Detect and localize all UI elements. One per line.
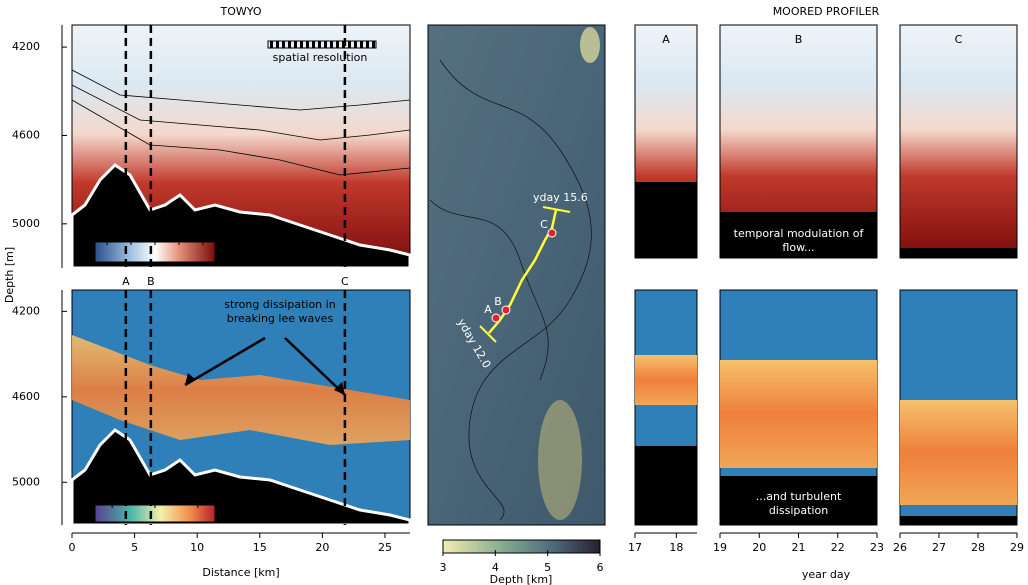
colorbar-label: Depth [km] bbox=[490, 573, 553, 585]
station-label: B bbox=[494, 295, 502, 308]
arrowhead bbox=[334, 382, 345, 395]
bathymetry bbox=[70, 428, 412, 527]
colorbar-tick-label: 0.4 bbox=[194, 225, 212, 238]
y-tick-label: 5000 bbox=[12, 217, 40, 230]
x-tick-label: 17 bbox=[628, 541, 642, 554]
section-label: C bbox=[341, 275, 349, 288]
section-label: B bbox=[147, 275, 155, 288]
y-tick-label: 4600 bbox=[12, 390, 40, 403]
x-tick-label: 22 bbox=[831, 541, 845, 554]
station-marker bbox=[491, 313, 501, 323]
arrow bbox=[284, 337, 346, 396]
dissipation-band bbox=[635, 355, 697, 405]
track-end bbox=[479, 325, 497, 343]
bottom bbox=[720, 212, 877, 258]
colorbar-tick-label: 6 bbox=[597, 561, 604, 574]
station-marker bbox=[501, 305, 511, 315]
colorbar-tick-label: -10 bbox=[103, 489, 121, 502]
bottom bbox=[720, 476, 877, 525]
isopycnal bbox=[71, 99, 411, 176]
panel-label: A bbox=[662, 33, 670, 46]
bottom bbox=[635, 182, 697, 258]
x-axis-label: Distance [km] bbox=[202, 566, 279, 579]
dissipation-band bbox=[900, 400, 1017, 505]
x-tick-label: 25 bbox=[378, 541, 392, 554]
arrowhead bbox=[185, 373, 196, 385]
colorbar-tick-label: -7.5 bbox=[144, 489, 165, 502]
colorbar-tick-label: 3 bbox=[440, 561, 447, 574]
x-tick-label: 23 bbox=[870, 541, 884, 554]
x-tick-label: 10 bbox=[190, 541, 204, 554]
terrain bbox=[580, 27, 600, 63]
station-label: C bbox=[540, 218, 548, 231]
colorbar-label: log₁₀ ε [W kg⁻¹] bbox=[220, 507, 305, 520]
colorbar-tick-label: 0 bbox=[152, 225, 159, 238]
panel-title: MOORED PROFILER bbox=[773, 5, 880, 18]
bottom bbox=[635, 446, 697, 525]
colorbar-tick-label: -0.2 bbox=[120, 225, 141, 238]
station-marker bbox=[547, 228, 557, 238]
dissipation-band bbox=[72, 335, 410, 445]
panel-label: B bbox=[795, 33, 803, 46]
x-tick-label: 20 bbox=[315, 541, 329, 554]
x-tick-label: 5 bbox=[131, 541, 138, 554]
x-tick-label: 29 bbox=[1010, 541, 1024, 554]
colorbar-tick-label: -0.4 bbox=[96, 225, 117, 238]
y-axis-label: Depth [m] bbox=[3, 247, 16, 303]
annotation: temporal modulation of flow... bbox=[733, 227, 864, 254]
resolution-bar bbox=[267, 40, 377, 49]
x-tick-label: 28 bbox=[971, 541, 985, 554]
annotation: ...and turbulent dissipation bbox=[755, 490, 842, 517]
colorbar-tick-label: -5 bbox=[192, 489, 203, 502]
colorbar bbox=[442, 539, 601, 554]
panel-title: TOWYO bbox=[219, 5, 261, 18]
colorbar-tick-label: 4 bbox=[492, 561, 499, 574]
track-end bbox=[542, 206, 571, 213]
station-label: A bbox=[484, 303, 492, 316]
panel-label: C bbox=[955, 33, 963, 46]
colorbar-tick-label: 5 bbox=[544, 561, 551, 574]
terrain bbox=[538, 400, 582, 520]
annotation: yday 15.6 bbox=[533, 191, 588, 204]
x-tick-label: 26 bbox=[893, 541, 907, 554]
x-axis-label: year day bbox=[802, 568, 851, 581]
y-tick-label: 5000 bbox=[12, 475, 40, 488]
contour bbox=[439, 59, 592, 521]
y-tick-label: 4600 bbox=[12, 128, 40, 141]
y-tick-label: 4200 bbox=[12, 40, 40, 53]
section-label: A bbox=[122, 275, 130, 288]
colorbar-tick-label: 0.2 bbox=[170, 225, 188, 238]
x-tick-label: 15 bbox=[253, 541, 267, 554]
contour bbox=[429, 199, 549, 381]
x-tick-label: 19 bbox=[713, 541, 727, 554]
panel bbox=[899, 24, 1018, 259]
annotation: spatial resolution bbox=[273, 51, 368, 64]
isopycnal bbox=[71, 69, 411, 111]
annotation: strong dissipation in breaking lee waves bbox=[224, 298, 336, 325]
dissipation-band bbox=[720, 360, 877, 468]
x-tick-label: 20 bbox=[752, 541, 766, 554]
x-tick-label: 0 bbox=[69, 541, 76, 554]
x-tick-label: 21 bbox=[792, 541, 806, 554]
isopycnal bbox=[71, 84, 411, 141]
arrow bbox=[184, 336, 266, 387]
x-tick-label: 27 bbox=[932, 541, 946, 554]
colorbar-label: v [m s⁻¹] bbox=[220, 245, 269, 258]
y-tick-label: 4200 bbox=[12, 304, 40, 317]
bottom bbox=[900, 248, 1017, 258]
x-tick-label: 18 bbox=[669, 541, 683, 554]
bottom bbox=[900, 516, 1017, 525]
